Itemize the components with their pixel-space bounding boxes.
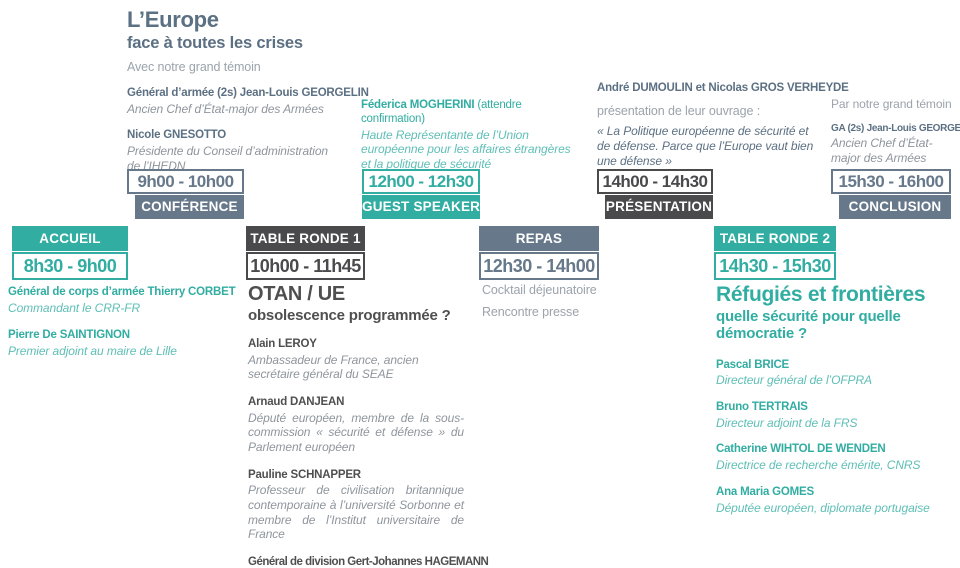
block-table-ronde-2: TABLE RONDE 2 14h30 - 15h30 <box>714 226 836 280</box>
speaker-role: Professeur de civilisation britannique c… <box>248 483 464 542</box>
guest-speaker-info: Féderica MOGHERINI (attendre confirmatio… <box>361 99 577 171</box>
presentation-time: 14h00 - 14h30 <box>597 169 713 194</box>
repas-item: Rencontre presse <box>482 304 580 319</box>
block-conference: 9h00 - 10h00 CONFÉRENCE <box>127 169 244 219</box>
speaker: Catherine WIHTOL DE WENDEN Directrice de… <box>716 443 954 472</box>
guest-speaker-time: 12h00 - 12h30 <box>362 169 480 194</box>
conclusion-witness-name: GA (2s) Jean-Louis GEORGELIN <box>831 123 960 134</box>
speaker: Pierre De SAINTIGNON Premier adjoint au … <box>8 329 244 358</box>
speaker-role: Directrice de recherche émérite, CNRS <box>716 458 921 473</box>
table-ronde-2-subtitle: quelle sécurité pour quelle démocratie ? <box>716 308 901 342</box>
speaker-role: Premier adjoint au maire de Lille <box>8 344 177 359</box>
accueil-speakers: Général de corps d’armée Thierry CORBET … <box>8 286 244 359</box>
speaker: Arnaud DANJEAN Député européen, membre d… <box>248 396 464 455</box>
witness-name: Général d’armée (2s) Jean-Louis GEORGELI… <box>127 86 369 99</box>
block-guest-speaker: 12h00 - 12h30 GUEST SPEAKER <box>362 169 480 219</box>
presentation-authors: André DUMOULIN et Nicolas GROS VERHEYDE <box>597 82 849 94</box>
header-intro: Avec notre grand témoin <box>127 60 261 75</box>
guest-speaker-name-text: Féderica MOGHERINI <box>361 99 475 111</box>
speaker-role: Député européen, membre de la sous-commi… <box>248 410 464 454</box>
conference-time: 9h00 - 10h00 <box>127 169 244 194</box>
presentation-intro: présentation de leur ouvrage : <box>597 103 761 118</box>
table-ronde-1-content: OTAN / UE obsolescence programmée ? Alai… <box>248 283 489 568</box>
table-ronde-1-time: 10h00 - 11h45 <box>246 252 365 280</box>
speaker-name: Ana Maria GOMES <box>716 485 814 498</box>
conclusion-witness-role: Ancien Chef d’État-major des Armées <box>831 136 933 165</box>
accueil-time: 8h30 - 9h00 <box>12 252 128 280</box>
accueil-label: ACCUEIL <box>12 226 128 251</box>
program-header: L’Europe face à toutes les crises Avec n… <box>127 7 369 173</box>
guest-speaker-role: Haute Représentante de l’Union européenn… <box>361 127 571 171</box>
repas-item: Cocktail déjeunatoire <box>482 283 597 297</box>
witness-role: Ancien Chef d’État-major des Armées <box>127 101 324 116</box>
presentation-info: André DUMOULIN et Nicolas GROS VERHEYDE … <box>597 82 849 168</box>
speaker: Pascal BRICE Directeur général de l’OFPR… <box>716 359 954 388</box>
block-conclusion: 15h30 - 16h00 CONCLUSION <box>831 169 951 219</box>
table-ronde-1-subtitle: obsolescence programmée ? <box>248 307 451 324</box>
repas-time: 12h30 - 14h00 <box>479 252 599 280</box>
block-table-ronde-1: TABLE RONDE 1 10h00 - 11h45 <box>246 226 365 280</box>
speaker-role: Directeur adjoint de la FRS <box>716 415 858 430</box>
repas-content: Cocktail déjeunatoire Rencontre presse <box>482 283 632 320</box>
conclusion-info: Par notre grand témoin GA (2s) Jean-Loui… <box>831 97 960 165</box>
table-ronde-2-title: Réfugiés et frontières <box>716 283 926 306</box>
speaker-name: Catherine WIHTOL DE WENDEN <box>716 443 886 456</box>
speaker: Pauline SCHNAPPER Professeur de civilisa… <box>248 469 464 542</box>
speaker: Bruno TERTRAIS Directeur adjoint de la F… <box>716 401 954 430</box>
speaker-name: Bruno TERTRAIS <box>716 401 808 414</box>
speaker-name: Alain LEROY <box>248 337 317 350</box>
speaker: Ana Maria GOMES Députée européen, diplom… <box>716 486 954 515</box>
presentation-book-title: « La Politique européenne de sécurité et… <box>597 124 814 168</box>
guest-speaker-note: (attendre confirmation) <box>361 99 522 125</box>
table-ronde-1-label: TABLE RONDE 1 <box>246 226 365 251</box>
conclusion-intro: Par notre grand témoin <box>831 97 952 111</box>
block-accueil: ACCUEIL 8h30 - 9h00 <box>12 226 128 280</box>
table-ronde-2-label: TABLE RONDE 2 <box>714 226 836 251</box>
conclusion-time: 15h30 - 16h00 <box>831 169 951 194</box>
speaker-role: Ambassadeur de France, ancien secrétaire… <box>248 352 419 382</box>
conference-speaker-name: Nicole GNESOTTO <box>127 129 227 142</box>
speaker-role: Députée européen, diplomate portugaise <box>716 500 930 515</box>
table-ronde-2-content: Réfugiés et frontières quelle sécurité p… <box>716 283 954 515</box>
page-subtitle: face à toutes les crises <box>127 34 303 53</box>
presentation-label: PRÉSENTATION <box>605 195 713 219</box>
page-title: L’Europe <box>127 7 219 32</box>
speaker-role: Commandant le CRR-FR <box>8 300 141 315</box>
conclusion-label: CONCLUSION <box>839 195 951 219</box>
speaker-name: Pascal BRICE <box>716 358 790 371</box>
speaker-name: Arnaud DANJEAN <box>248 395 345 408</box>
guest-speaker-label: GUEST SPEAKER <box>362 195 480 219</box>
conference-label: CONFÉRENCE <box>135 195 244 219</box>
table-ronde-2-time: 14h30 - 15h30 <box>714 252 836 280</box>
speaker-name: Général de division Gert-Johannes HAGEMA… <box>248 555 489 568</box>
guest-speaker-name: Féderica MOGHERINI (attendre confirmatio… <box>361 99 577 127</box>
speaker: Général de division Gert-Johannes HAGEMA… <box>248 555 489 568</box>
table-ronde-1-title: OTAN / UE <box>248 283 345 305</box>
speaker-name: Général de corps d’armée Thierry CORBET <box>8 286 236 298</box>
block-repas: REPAS 12h30 - 14h00 <box>479 226 599 280</box>
speaker: Alain LEROY Ambassadeur de France, ancie… <box>248 338 464 382</box>
speaker: Général de corps d’armée Thierry CORBET … <box>8 286 244 315</box>
repas-label: REPAS <box>479 226 599 251</box>
speaker-role: Directeur général de l’OFPRA <box>716 373 872 388</box>
speaker-name: Pierre De SAINTIGNON <box>8 329 130 342</box>
speaker-name: Pauline SCHNAPPER <box>248 468 361 481</box>
block-presentation: 14h00 - 14h30 PRÉSENTATION <box>597 169 713 219</box>
